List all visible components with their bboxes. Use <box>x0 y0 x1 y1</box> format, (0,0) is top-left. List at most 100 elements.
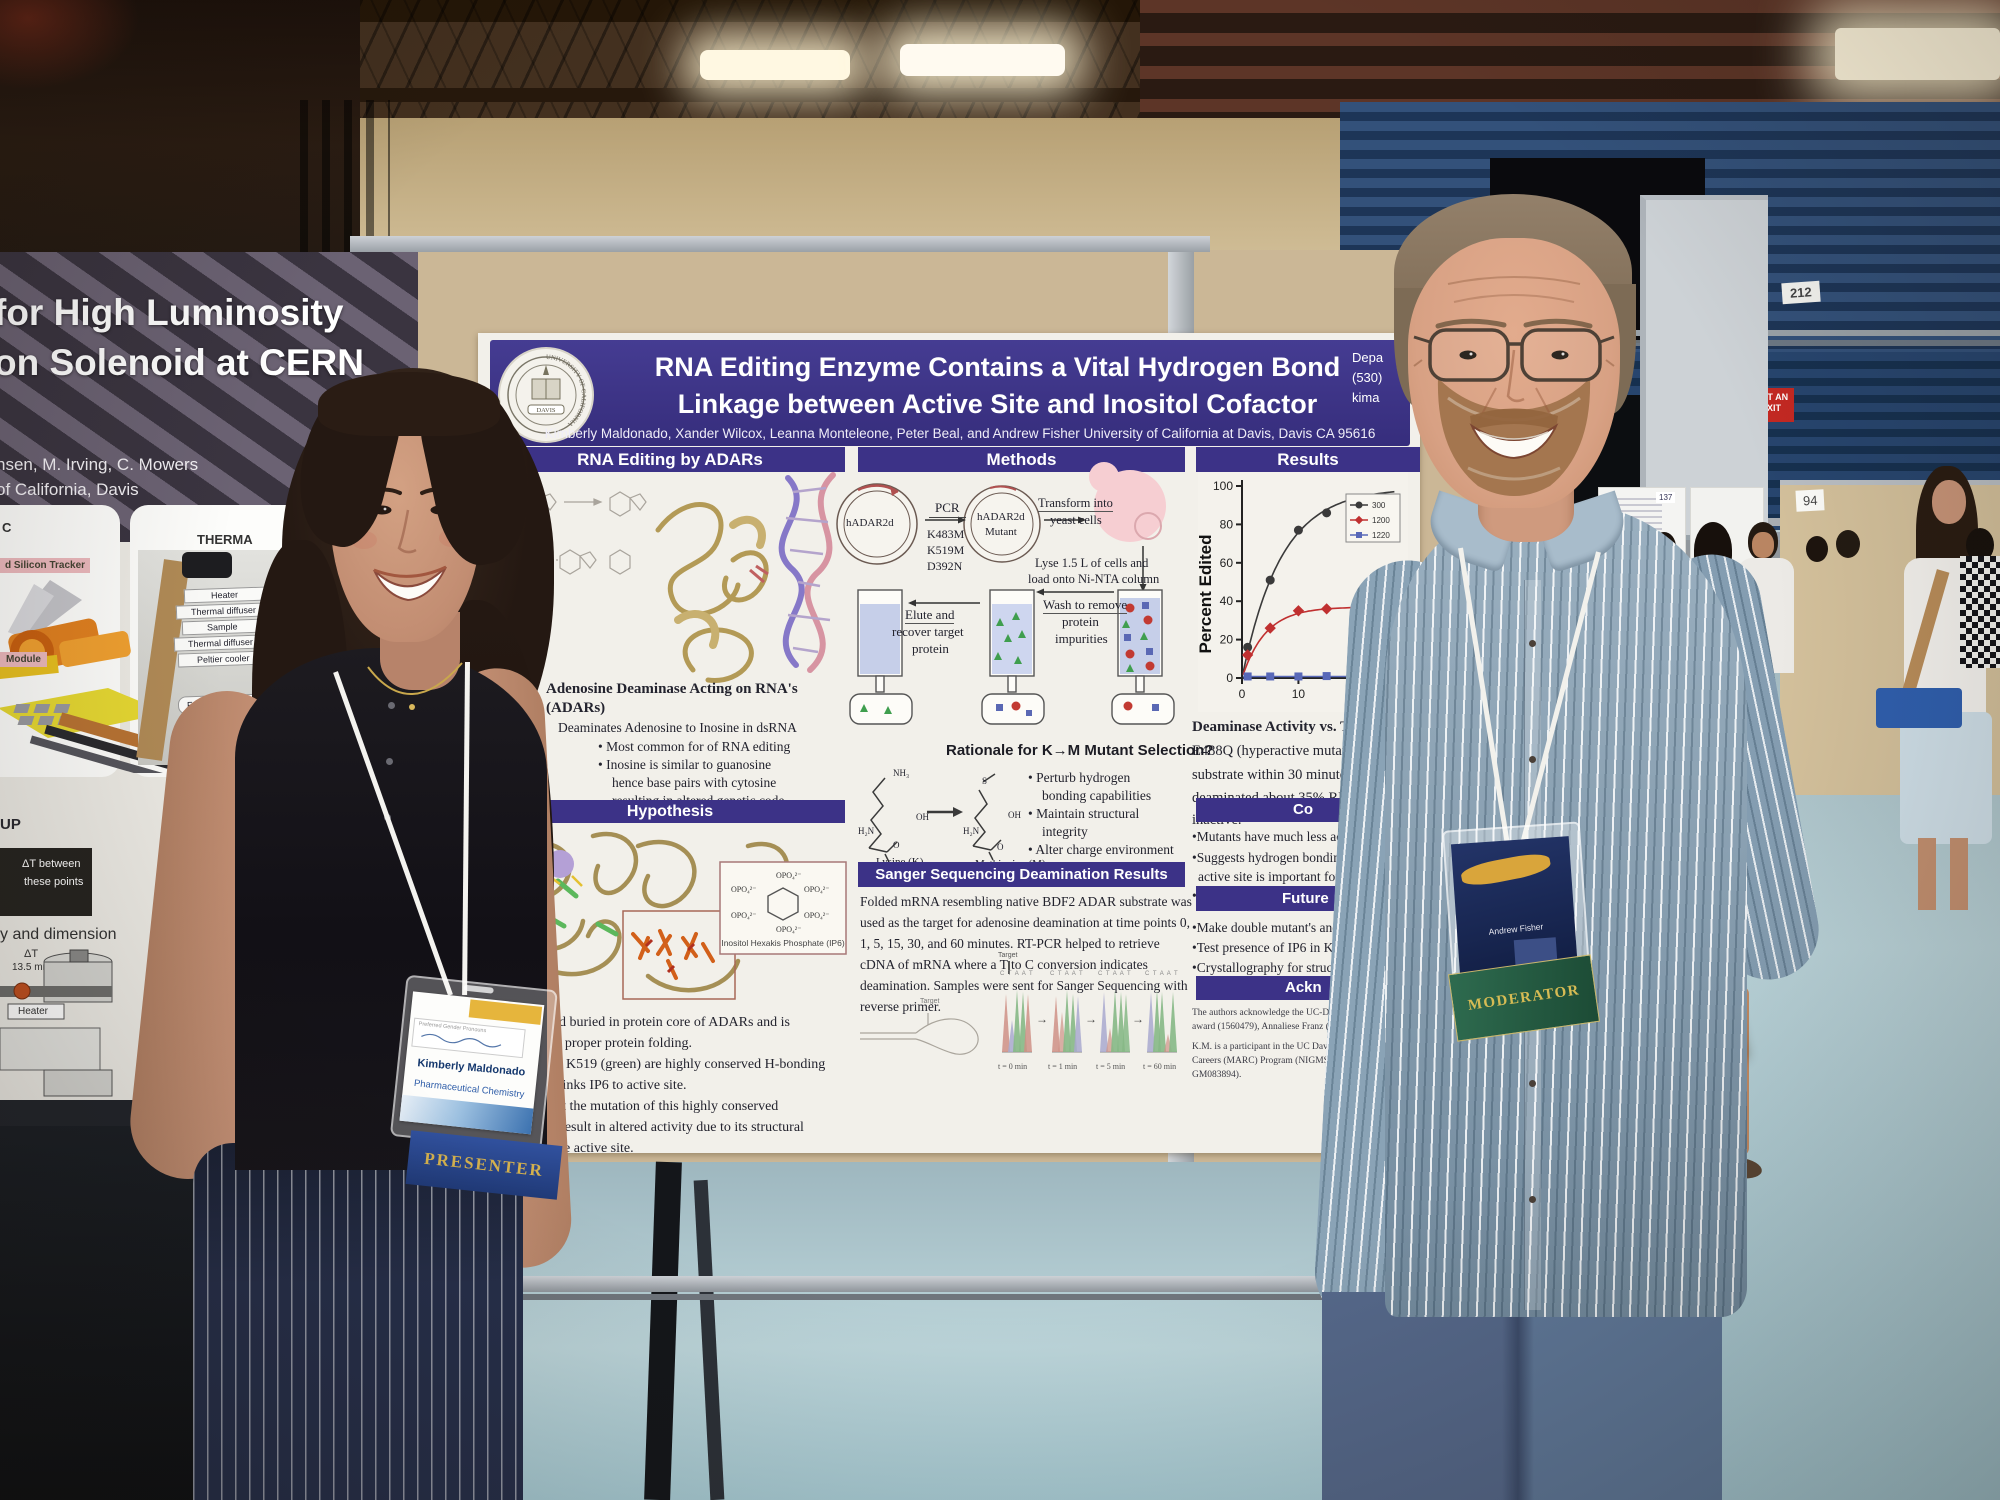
future-line: •Make double mutant's and <box>1192 920 1340 935</box>
mutation1-label: K483M <box>927 527 965 541</box>
dt-label: ΔT <box>24 948 39 960</box>
col1-bullet1: • Most common for of RNA editing <box>598 739 791 754</box>
not-an-exit-line2: EXIT <box>1760 402 1781 413</box>
o-label-met: O <box>997 842 1004 852</box>
svg-text:40: 40 <box>1220 594 1234 608</box>
mutation2-label: K519M <box>927 543 965 557</box>
oh-label-met: OH <box>1008 810 1021 820</box>
svg-text:OPO₄²⁻: OPO₄²⁻ <box>776 925 801 934</box>
svg-text:20: 20 <box>1220 633 1234 647</box>
sanger-header: Sanger Sequencing Deamination Results <box>875 866 1168 883</box>
dt-photo-block <box>0 848 92 916</box>
ack-line: The authors acknowledge the UC-Davis G <box>1192 1008 1354 1018</box>
hypothesis-body: und buried in protein core of ADARs and … <box>545 1012 825 1159</box>
cern-title-line1: for High Luminosity <box>0 292 344 333</box>
woman-hair-crown <box>318 372 500 436</box>
wash-label-line2: protein <box>1062 614 1099 629</box>
dimension-caption: y and dimension <box>0 926 117 943</box>
man-face-features <box>1413 276 1615 496</box>
svg-text:OPO₄²⁻: OPO₄²⁻ <box>804 911 829 920</box>
person-head <box>1806 536 1828 562</box>
stand-rail <box>505 1276 1395 1292</box>
conclusion-line: •Mutants have much less ac <box>1192 829 1343 844</box>
o-label-lys: O <box>893 840 900 850</box>
chromatogram-bases: C T A A T <box>1145 971 1179 977</box>
dark-storage-left <box>300 100 390 260</box>
col1-line1: Deaminates Adenosine to Inosine in dsRNA <box>558 720 797 735</box>
contact-line2: (530) <box>1352 370 1383 385</box>
board-94-number: 94 <box>1795 489 1825 512</box>
ack-line: award (1560479), Annaliese Franz (PI) an <box>1192 1022 1352 1032</box>
thermal-device <box>182 552 232 578</box>
woman-necklace <box>367 662 463 710</box>
shirt-button <box>1529 640 1536 647</box>
rationale-bullet2-line1: • Maintain structural <box>1028 806 1140 821</box>
svg-text:Inositol Hexakis Phosphate (IP: Inositol Hexakis Phosphate (IP6) <box>721 938 844 948</box>
woman-top-button <box>388 702 395 709</box>
sanger-line: deamination. Samples were sent for Sange… <box>860 978 1188 993</box>
sanger-line: Folded mRNA resembling native BDF2 ADAR … <box>860 894 1192 909</box>
mutation3-label: D392N <box>927 559 963 573</box>
person-skirt-blue <box>1900 712 1992 844</box>
svg-text:1220: 1220 <box>1372 531 1390 540</box>
rationale-bullet1-line2: bonding capabilities <box>1042 788 1152 803</box>
poster-authors: Kimberly Maldonado, Xander Wilcox, Leann… <box>544 426 1376 441</box>
elute-label-line1: Elute and <box>905 607 955 624</box>
heater-label: Heater <box>18 1006 49 1017</box>
elute-label-line3: protein <box>912 641 949 656</box>
ack-line: Careers (MARC) Program (NIGMS-M <box>1192 1056 1341 1066</box>
wash-label-line1: Wash to remove <box>1043 597 1128 614</box>
contact-line1: Depa <box>1352 350 1384 365</box>
svg-text:DAVIS: DAVIS <box>536 407 555 414</box>
dt-caption-line2: these points <box>24 876 84 888</box>
person-checkered-top <box>1960 556 2000 668</box>
title-banner <box>490 340 1410 446</box>
hypothesis-body-line: und buried in protein core of ADARs and … <box>545 1015 790 1030</box>
chromatogram-t0 <box>1002 990 1032 1053</box>
nh3-label: NH₃ <box>893 768 910 778</box>
svg-text:0: 0 <box>1239 687 1246 701</box>
deaminase-line: E488Q (hyperactive mutan <box>1192 743 1350 759</box>
sanger-line: used as the target for adenosine deamina… <box>860 915 1191 930</box>
woman-top-button <box>386 758 393 765</box>
protein-dna-figure <box>655 472 836 683</box>
ceiling-beam <box>360 88 1150 102</box>
moderator-ribbon-text: MODERATOR <box>1466 981 1581 1014</box>
svg-text:Percent Edited: Percent Edited <box>1198 534 1215 653</box>
svg-text:1200: 1200 <box>1372 516 1390 525</box>
fluorescent-light <box>1835 28 2000 80</box>
floor-center <box>500 1162 1400 1500</box>
transform-label-line2: yeast cells <box>1050 513 1102 527</box>
s-label: S <box>982 776 988 786</box>
col3-header-bar: Results <box>1196 447 1420 472</box>
ceiling-right <box>1140 0 2000 122</box>
blue-bin <box>1876 688 1962 728</box>
man-face <box>1408 238 1620 508</box>
hairpin-target-label: Target <box>920 998 940 1005</box>
presenter-ribbon-text: PRESENTER <box>423 1148 545 1181</box>
poster-title-line2: Linkage between Active Site and Inositol… <box>677 389 1318 419</box>
deaminase-line: substrate within 30 minutes <box>1192 767 1352 783</box>
pronoun-sticker: Preferred Gender Pronouns <box>411 1017 526 1059</box>
person-face <box>1932 480 1966 524</box>
col1-header: RNA Editing by ADARs <box>577 450 763 469</box>
plasmid2-label-line2: Mutant <box>985 526 1017 538</box>
acknowledgements-header: Ackn <box>1285 979 1322 996</box>
cern-panel-thermal-header: THERMA <box>197 532 253 547</box>
person-leg <box>1950 838 1968 910</box>
sanger-paragraph: Folded mRNA resembling native BDF2 ADAR … <box>860 891 1192 1017</box>
col2-header: Methods <box>986 450 1057 469</box>
h2n-label-met: H₂N <box>963 826 980 836</box>
ack-line: GM083894). <box>1192 1070 1242 1080</box>
col1-heading-line1: Adenosine Deaminase Acting on RNA's <box>546 681 798 697</box>
shirt-button <box>1529 1196 1536 1203</box>
svg-text:OPO₄²⁻: OPO₄²⁻ <box>731 885 756 894</box>
fluorescent-light <box>900 44 1065 76</box>
col1-bullet2-line1: • Inosine is similar to guanosine <box>598 757 772 772</box>
hypothesis-body-line: r the active site. <box>545 1141 634 1156</box>
fluorescent-light <box>700 50 850 80</box>
elute-label-line2: recover target <box>892 624 964 639</box>
svg-text:80: 80 <box>1220 517 1234 531</box>
rationale-bullet3: • Alter charge environment <box>1028 842 1174 857</box>
